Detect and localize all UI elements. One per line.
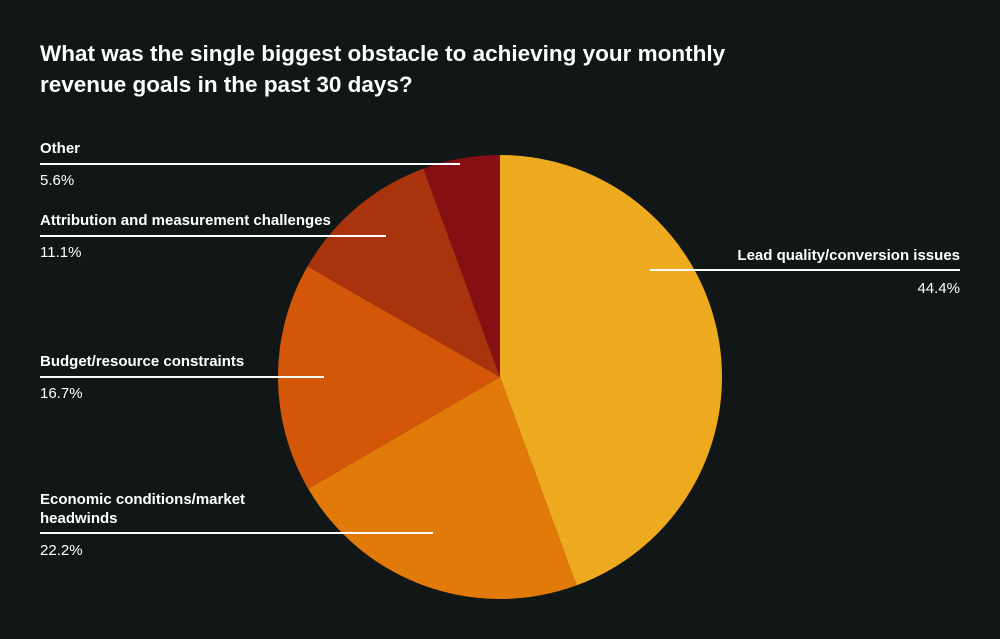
slice-value-attribution-challenges: 11.1%: [40, 244, 82, 261]
pie-slice-economic-conditions: [308, 377, 577, 599]
pie-slice-lead-quality: [500, 155, 723, 586]
slice-value-economic-conditions: 22.2%: [40, 542, 83, 559]
callout-line-budget-constraints: [40, 376, 324, 378]
slice-label-economic-conditions: Economic conditions/market headwinds: [40, 491, 246, 527]
callout-line-lead-quality: [650, 269, 960, 271]
callout-line-other: [40, 163, 460, 165]
slice-label-budget-constraints: Budget/resource constraints: [40, 353, 245, 370]
pie-slice-other: [423, 155, 500, 377]
pie-slice-attribution-challenges: [307, 168, 500, 377]
slice-label-other: Other: [40, 140, 81, 157]
callout-line-attribution-challenges: [40, 235, 386, 237]
chart-title: What was the single biggest obstacle to …: [40, 41, 726, 97]
pie-slice-budget-constraints: [278, 266, 500, 489]
slice-value-budget-constraints: 16.7%: [40, 385, 83, 402]
slice-value-other: 5.6%: [40, 172, 75, 189]
slice-label-lead-quality: Lead quality/conversion issues: [737, 247, 960, 264]
slice-value-lead-quality: 44.4%: [917, 280, 960, 297]
slice-label-attribution-challenges: Attribution and measurement challenges: [40, 212, 331, 229]
callout-line-economic-conditions: [40, 532, 433, 534]
